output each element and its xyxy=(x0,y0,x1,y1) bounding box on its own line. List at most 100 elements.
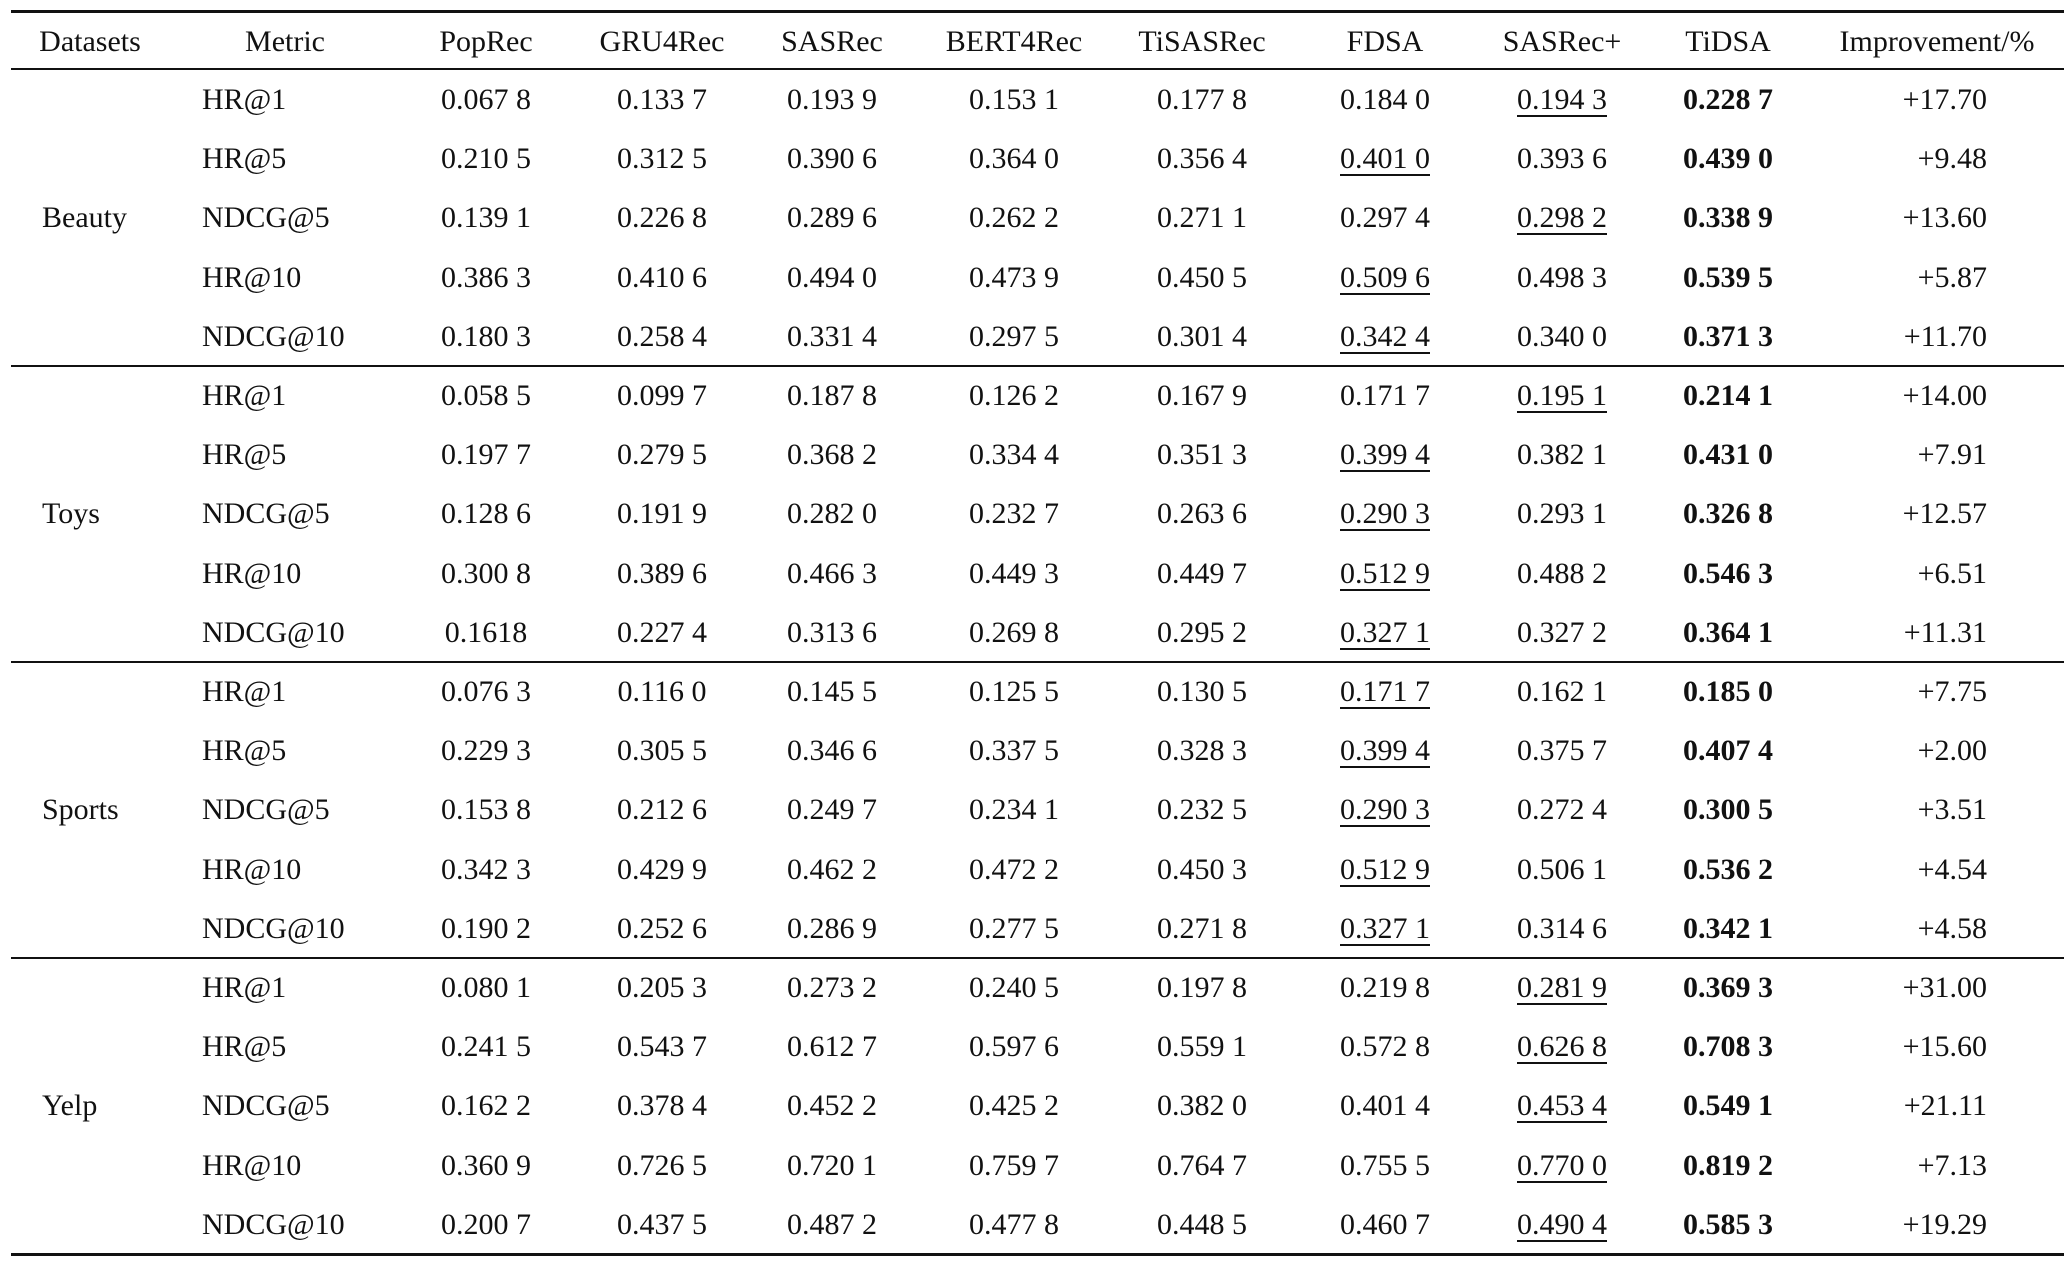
value-cell: 0.279 5 xyxy=(617,438,707,472)
column-header: BERT4Rec xyxy=(945,25,1083,58)
group-rule xyxy=(11,957,2064,960)
value-cell: 0.389 6 xyxy=(617,556,707,590)
value-cell: 0.232 5 xyxy=(1157,793,1247,827)
value-cell: 0.597 6 xyxy=(969,1030,1059,1064)
value-cell: 0.393 6 xyxy=(1517,142,1607,176)
metric-label: HR@10 xyxy=(202,260,302,294)
value-cell: 0.626 8 xyxy=(1517,1030,1607,1064)
value-cell: 0.058 5 xyxy=(441,379,531,412)
value-cell: 0.755 5 xyxy=(1340,1148,1430,1182)
value-cell: 0.314 6 xyxy=(1517,911,1607,945)
value-cell: 0.258 4 xyxy=(617,319,707,353)
value-cell: 0.252 6 xyxy=(617,911,707,945)
value-cell: 0.327 2 xyxy=(1517,615,1607,649)
value-cell: 0.297 4 xyxy=(1340,201,1430,235)
improvement-cell: +11.31 xyxy=(1903,615,1987,649)
value-cell: 0.249 7 xyxy=(787,793,877,827)
value-cell: 0.487 2 xyxy=(787,1207,877,1241)
value-cell: 0.214 1 xyxy=(1683,379,1773,412)
metric-label: NDCG@10 xyxy=(202,1207,345,1241)
metric-label: HR@5 xyxy=(202,1030,287,1064)
improvement-cell: +9.48 xyxy=(1917,142,1987,176)
value-cell: 0.342 4 xyxy=(1340,319,1430,353)
value-cell: 0.340 0 xyxy=(1517,319,1607,353)
improvement-cell: +21.11 xyxy=(1903,1089,1987,1123)
value-cell: 0.185 0 xyxy=(1683,675,1773,708)
value-cell: 0.337 5 xyxy=(969,734,1059,768)
value-cell: 0.364 1 xyxy=(1683,615,1773,649)
value-cell: 0.271 1 xyxy=(1157,201,1247,235)
improvement-cell: +13.60 xyxy=(1902,201,1987,235)
value-cell: 0.272 4 xyxy=(1517,793,1607,827)
value-cell: 0.190 2 xyxy=(441,911,531,945)
column-header: PopRec xyxy=(439,25,533,58)
value-cell: 0.177 8 xyxy=(1157,83,1247,116)
value-cell: 0.488 2 xyxy=(1517,556,1607,590)
value-cell: 0.356 4 xyxy=(1157,142,1247,176)
improvement-cell: +3.51 xyxy=(1917,793,1987,827)
improvement-cell: +4.54 xyxy=(1917,852,1987,886)
value-cell: 0.327 1 xyxy=(1340,911,1430,945)
improvement-cell: +31.00 xyxy=(1902,971,1987,1004)
value-cell: 0.205 3 xyxy=(617,971,707,1004)
value-cell: 0.477 8 xyxy=(969,1207,1059,1241)
value-cell: 0.076 3 xyxy=(441,675,531,708)
value-cell: 0.452 2 xyxy=(787,1089,877,1123)
value-cell: 0.472 2 xyxy=(969,852,1059,886)
column-header: TiDSA xyxy=(1685,25,1771,58)
bottom-rule xyxy=(11,1253,2064,1257)
value-cell: 0.139 1 xyxy=(441,201,531,235)
value-cell: 0.549 1 xyxy=(1683,1089,1773,1123)
column-header: Improvement/% xyxy=(1839,25,2035,58)
metric-label: HR@1 xyxy=(202,675,287,708)
value-cell: 0.295 2 xyxy=(1157,615,1247,649)
improvement-cell: +15.60 xyxy=(1902,1030,1987,1064)
value-cell: 0.228 7 xyxy=(1683,83,1773,116)
value-cell: 0.509 6 xyxy=(1340,260,1430,294)
value-cell: 0.293 1 xyxy=(1517,497,1607,531)
value-cell: 0.346 6 xyxy=(787,734,877,768)
value-cell: 0.125 5 xyxy=(969,675,1059,708)
column-header: Datasets xyxy=(39,25,141,58)
value-cell: 0.145 5 xyxy=(787,675,877,708)
value-cell: 0.386 3 xyxy=(441,260,531,294)
value-cell: 0.375 7 xyxy=(1517,734,1607,768)
value-cell: 0.298 2 xyxy=(1517,201,1607,235)
value-cell: 0.290 3 xyxy=(1340,793,1430,827)
dataset-label: Sports xyxy=(42,793,119,827)
improvement-cell: +7.75 xyxy=(1917,675,1987,708)
metric-label: NDCG@5 xyxy=(202,201,330,235)
value-cell: 0.153 1 xyxy=(969,83,1059,116)
value-cell: 0.271 8 xyxy=(1157,911,1247,945)
value-cell: 0.232 7 xyxy=(969,497,1059,531)
value-cell: 0.399 4 xyxy=(1340,438,1430,472)
value-cell: 0.439 0 xyxy=(1683,142,1773,176)
value-cell: 0.133 7 xyxy=(617,83,707,116)
value-cell: 0.759 7 xyxy=(969,1148,1059,1182)
value-cell: 0.197 8 xyxy=(1157,971,1247,1004)
value-cell: 0.437 5 xyxy=(617,1207,707,1241)
value-cell: 0.080 1 xyxy=(441,971,531,1004)
value-cell: 0.171 7 xyxy=(1340,675,1430,708)
value-cell: 0.726 5 xyxy=(617,1148,707,1182)
value-cell: 0.313 6 xyxy=(787,615,877,649)
value-cell: 0.546 3 xyxy=(1683,556,1773,590)
value-cell: 0.512 9 xyxy=(1340,556,1430,590)
value-cell: 0.197 7 xyxy=(441,438,531,472)
value-cell: 0.448 5 xyxy=(1157,1207,1247,1241)
value-cell: 0.351 3 xyxy=(1157,438,1247,472)
value-cell: 0.269 8 xyxy=(969,615,1059,649)
value-cell: 0.708 3 xyxy=(1683,1030,1773,1064)
value-cell: 0.187 8 xyxy=(787,379,877,412)
column-header: SASRec xyxy=(781,25,883,58)
value-cell: 0.262 2 xyxy=(969,201,1059,235)
value-cell: 0.572 8 xyxy=(1340,1030,1430,1064)
value-cell: 0.326 8 xyxy=(1683,497,1773,531)
improvement-cell: +5.87 xyxy=(1917,260,1987,294)
value-cell: 0.305 5 xyxy=(617,734,707,768)
value-cell: 0.460 7 xyxy=(1340,1207,1430,1241)
value-cell: 0.162 1 xyxy=(1517,675,1607,708)
value-cell: 0.162 2 xyxy=(441,1089,531,1123)
value-cell: 0.338 9 xyxy=(1683,201,1773,235)
value-cell: 0.153 8 xyxy=(441,793,531,827)
